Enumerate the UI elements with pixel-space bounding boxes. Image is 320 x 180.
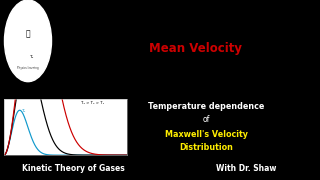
Text: Physics learning: Physics learning bbox=[17, 66, 39, 70]
Text: Temperature dependence: Temperature dependence bbox=[148, 102, 265, 111]
Text: T₃ > T₂ > T₁: T₃ > T₂ > T₁ bbox=[81, 101, 104, 105]
Text: 🎓: 🎓 bbox=[26, 30, 30, 39]
Text: of: of bbox=[203, 115, 210, 124]
Text: T₁: T₁ bbox=[21, 109, 25, 113]
Text: Kinetic Theory of Gases: Kinetic Theory of Gases bbox=[22, 164, 125, 173]
Text: Mean Velocity: Mean Velocity bbox=[149, 42, 243, 55]
Text: Distribution: Distribution bbox=[180, 143, 233, 152]
Text: T₂: T₂ bbox=[29, 55, 33, 59]
Text: RMS Velocity: RMS Velocity bbox=[153, 73, 239, 86]
Text: Most Probable Velocity: Most Probable Velocity bbox=[120, 11, 272, 24]
Text: With Dr. Shaw: With Dr. Shaw bbox=[216, 164, 276, 173]
Circle shape bbox=[4, 0, 52, 82]
Text: Maxwell's Velocity: Maxwell's Velocity bbox=[165, 130, 248, 139]
